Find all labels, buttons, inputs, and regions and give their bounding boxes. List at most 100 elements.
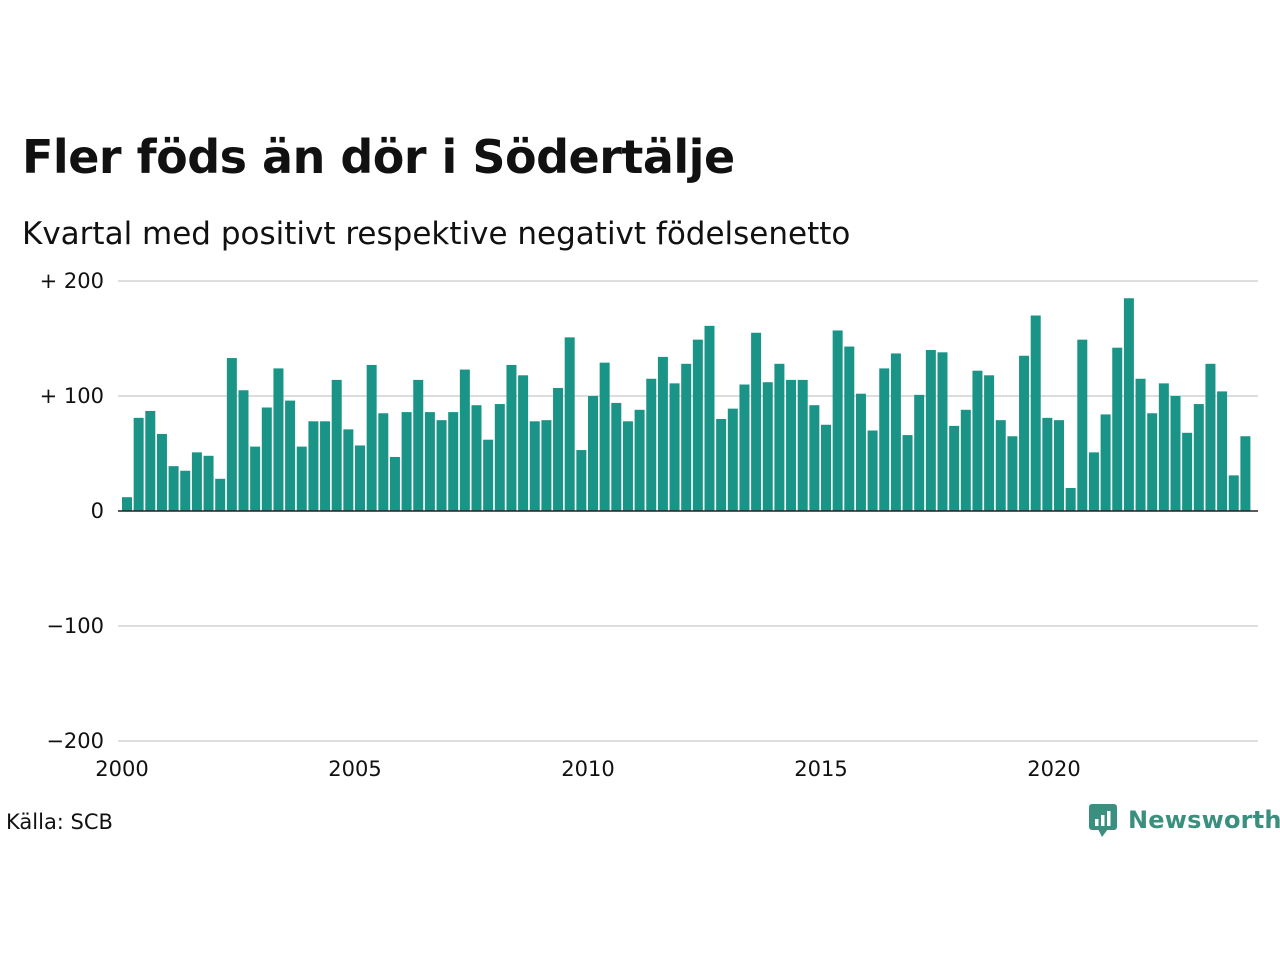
bar xyxy=(145,410,156,511)
y-tick-label: 0 xyxy=(91,499,104,523)
bar xyxy=(355,445,365,511)
axes: + 200 + 100 0 −100 −200 2000 2005 2010 2015 2020 xyxy=(40,269,1258,781)
bar xyxy=(285,400,296,511)
bar xyxy=(1077,339,1088,511)
x-tick-label: 2010 xyxy=(561,757,614,781)
bar xyxy=(1030,315,1041,511)
bar xyxy=(821,424,831,511)
bar xyxy=(506,364,517,511)
bar xyxy=(1112,347,1123,511)
bar xyxy=(331,379,342,511)
bar xyxy=(844,346,855,511)
source-note: Källa: SCB xyxy=(6,810,113,834)
bar xyxy=(867,430,878,511)
bar xyxy=(1135,378,1146,511)
bar xyxy=(413,379,424,511)
bar xyxy=(681,363,692,511)
bar xyxy=(751,332,762,511)
bar xyxy=(1182,432,1193,511)
bar xyxy=(937,352,948,511)
bar xyxy=(378,413,389,511)
bar xyxy=(296,446,307,511)
bar xyxy=(483,439,494,511)
bar xyxy=(1217,391,1228,511)
bar-chart: + 200 + 100 0 −100 −200 2000 2005 2010 2015 2020 xyxy=(40,269,1258,781)
bar xyxy=(622,421,633,511)
bar xyxy=(1193,404,1204,511)
bar xyxy=(1042,417,1053,511)
bar xyxy=(1088,452,1099,511)
bar xyxy=(1123,298,1134,511)
bar xyxy=(914,394,925,511)
bar xyxy=(180,470,191,511)
bar xyxy=(122,497,132,511)
bar xyxy=(727,408,738,511)
bar xyxy=(424,412,435,511)
bar xyxy=(972,370,983,511)
bar xyxy=(553,387,564,511)
x-tick-label: 2005 xyxy=(328,757,381,781)
bar xyxy=(576,450,587,511)
bar xyxy=(273,368,284,511)
bar xyxy=(471,405,482,511)
bar xyxy=(902,435,913,511)
newsworthy-chart-bubble-icon xyxy=(1089,804,1117,837)
bar xyxy=(366,364,377,511)
bar xyxy=(1170,396,1181,511)
bar xyxy=(1019,355,1030,511)
bar xyxy=(156,433,167,511)
bar xyxy=(832,330,843,511)
bar xyxy=(797,379,808,511)
x-tick-label: 2015 xyxy=(794,757,847,781)
y-tick-label: −200 xyxy=(46,729,104,753)
bar xyxy=(1100,414,1111,511)
bar xyxy=(343,429,354,511)
bar xyxy=(1007,436,1018,511)
bar xyxy=(692,339,703,511)
brand-name: Newsworthy xyxy=(1128,806,1280,834)
bar xyxy=(459,369,470,511)
bar xyxy=(215,478,226,511)
bar xyxy=(1228,475,1239,511)
bar xyxy=(949,425,960,511)
bar xyxy=(494,404,505,511)
bar xyxy=(320,421,331,511)
bar xyxy=(646,378,657,511)
bar xyxy=(1054,420,1064,511)
grid-lines xyxy=(118,280,1258,742)
bar xyxy=(436,420,447,511)
bar xyxy=(925,350,936,511)
bar xyxy=(1240,436,1251,511)
bar xyxy=(704,325,715,511)
y-tick-label: + 200 xyxy=(40,269,104,293)
bar xyxy=(1205,363,1216,511)
bar xyxy=(529,421,540,511)
bar xyxy=(168,466,179,511)
bar xyxy=(308,421,319,511)
chart-subtitle: Kvartal med positivt respektive negativt… xyxy=(22,216,851,252)
bar xyxy=(657,356,668,511)
bar xyxy=(588,396,598,511)
bar xyxy=(984,375,995,511)
y-tick-label: −100 xyxy=(46,614,104,638)
brand-logo[interactable]: Newsworthy xyxy=(1088,802,1280,838)
bar xyxy=(855,393,866,511)
bar xyxy=(809,405,820,511)
bar xyxy=(1065,488,1076,511)
bar xyxy=(389,456,400,511)
bar xyxy=(250,446,261,511)
bar xyxy=(564,337,575,511)
bar xyxy=(226,358,237,511)
bar xyxy=(716,419,727,511)
bar xyxy=(786,379,797,511)
bar xyxy=(634,409,645,511)
bar xyxy=(890,353,901,511)
bar xyxy=(739,384,750,511)
bar xyxy=(448,412,459,511)
bars xyxy=(122,298,1251,511)
bar xyxy=(238,390,249,511)
bar xyxy=(203,455,214,511)
bar xyxy=(133,417,144,511)
y-tick-label: + 100 xyxy=(40,384,104,408)
bar xyxy=(611,402,622,511)
